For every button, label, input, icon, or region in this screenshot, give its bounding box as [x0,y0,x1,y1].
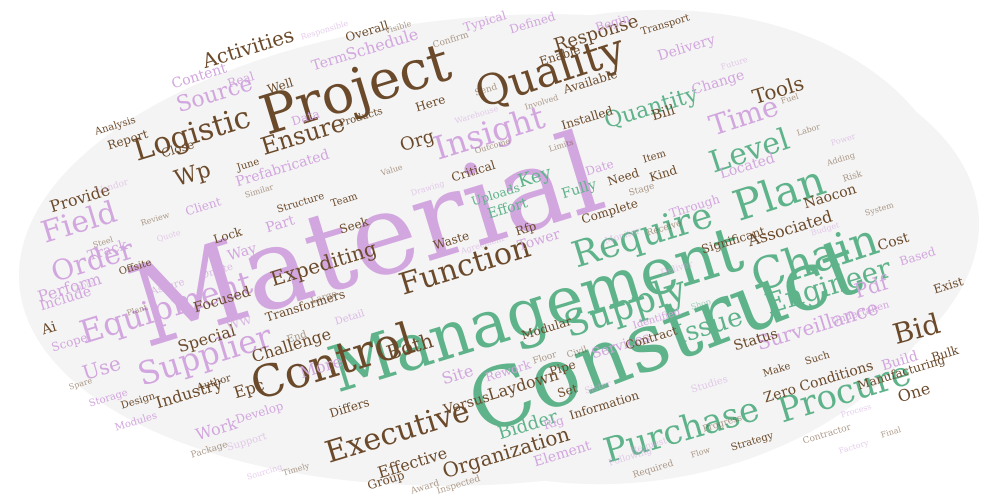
word-factory: Factory [837,438,870,456]
word-ai: Ai [39,318,59,339]
word-bid: Bid [889,306,944,351]
word-sourcing: Sourcing [245,462,284,482]
word-final: Final [879,425,903,440]
word-bulk: Bulk [929,342,961,365]
